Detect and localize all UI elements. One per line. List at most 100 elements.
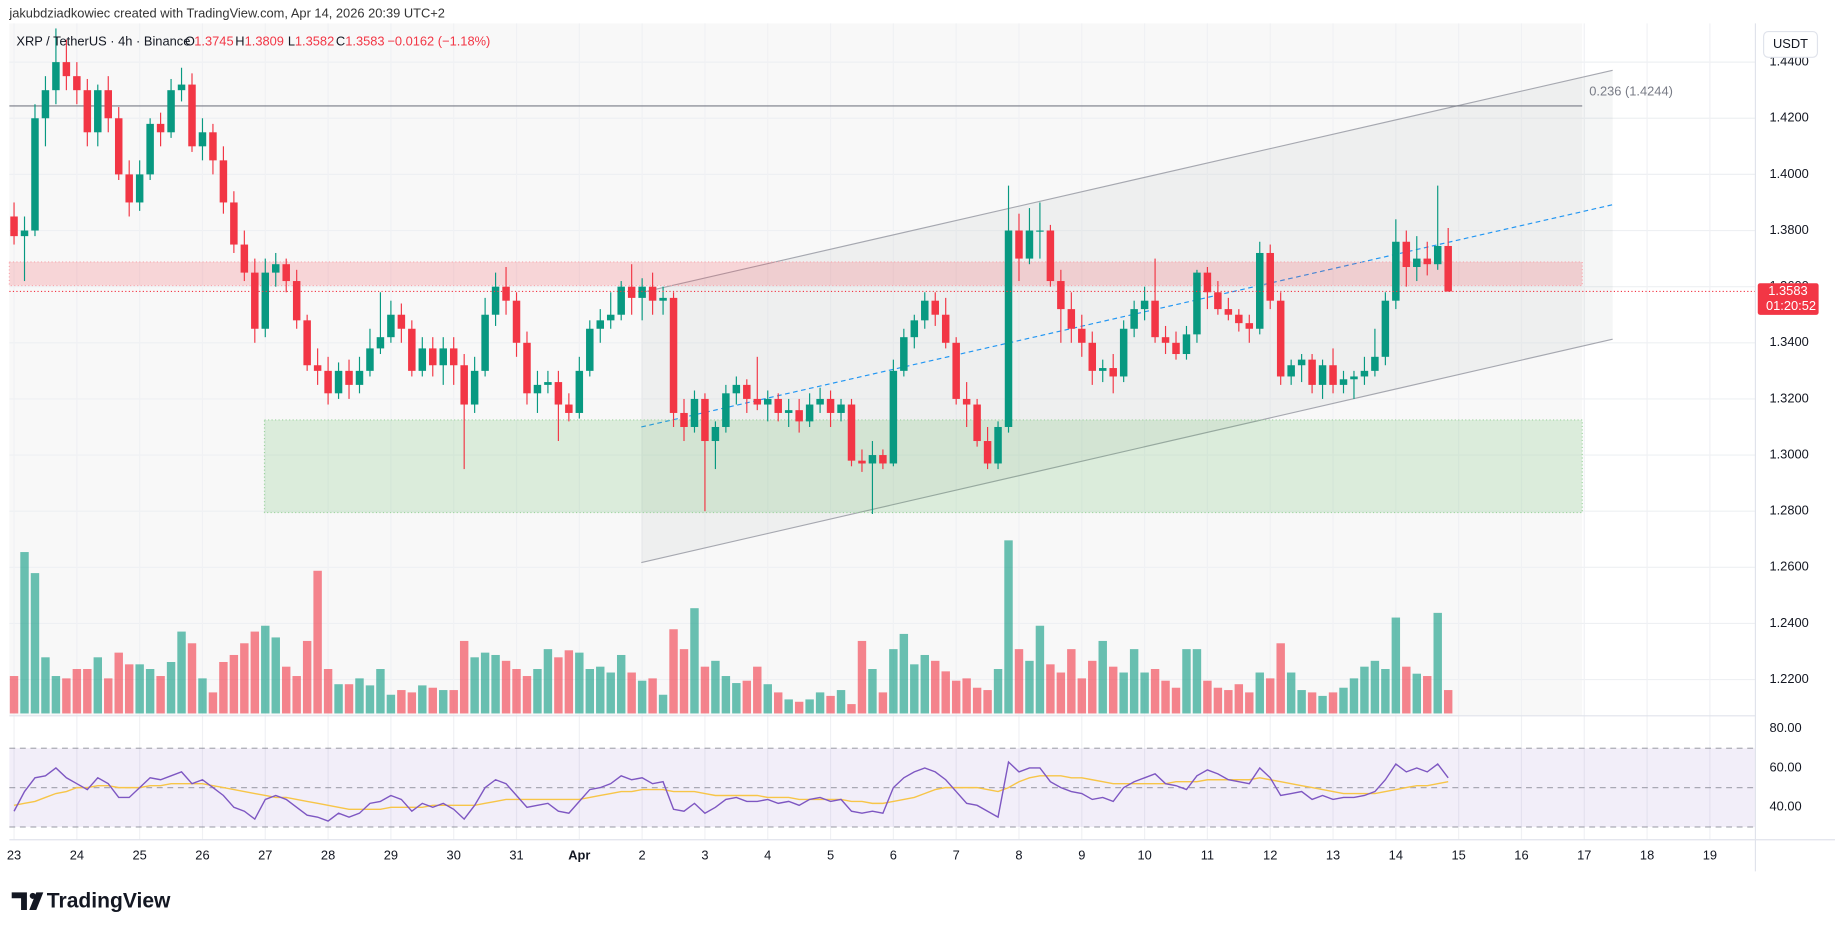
volume-bar [208,692,218,714]
volume-bar [1297,690,1306,714]
x-tick-label: 9 [1078,848,1085,863]
candle-body [627,286,636,298]
ohlc-value: 1.3583 [345,33,384,48]
candle-body [1109,368,1117,377]
volume-bar [711,660,720,714]
candle-body [512,300,521,343]
volume-bar [606,672,615,714]
candle-body [680,412,688,427]
volume-bar [459,640,469,714]
candle-body [1276,300,1285,377]
logo-dot [29,892,36,899]
candle-body [376,337,385,349]
fib-label: 0.236 (1.4244) [1589,83,1673,98]
volume-bar [658,694,668,714]
candle-body [638,286,646,298]
volume-bar [240,643,249,714]
candle-body [1015,230,1023,259]
candle-body [1245,323,1254,329]
volume-bar [826,695,835,714]
y-tick-label: 1.2800 [1769,503,1808,518]
volume-bar [1108,666,1118,714]
volume-bar [418,685,427,714]
currency-box[interactable] [1763,30,1819,58]
candle-body [900,337,908,371]
volume-bar [344,684,354,714]
x-tick-label: 11 [1201,848,1214,863]
volume-bar [1349,678,1359,714]
x-tick-label: 17 [1577,848,1591,863]
volume-bar [334,684,343,714]
candle-body [1025,230,1034,259]
candle-body [1318,365,1327,385]
candle-body [795,410,803,422]
candle-body [481,314,489,371]
volume-bar [868,669,877,714]
candle-body [1308,359,1316,385]
candle-body [774,398,782,413]
candle-body [1329,365,1337,385]
volume-bar [1192,649,1202,714]
volume-bar [1067,649,1076,714]
candle-body [1098,368,1107,371]
candle-body [303,320,311,366]
candle-body [52,62,60,91]
candle-body [1151,300,1159,338]
candle-body [397,314,406,329]
candle-body [94,90,102,133]
candle-body [533,384,542,394]
candles [10,28,1452,514]
x-tick-label: 5 [827,848,834,863]
candle-body [491,286,500,315]
candle-body [659,297,667,301]
candle-body [1339,379,1348,385]
volume-bar [30,573,40,714]
x-tick-label: 8 [1015,848,1022,863]
candle-body [366,348,374,371]
volume-bar [1088,660,1097,714]
candle-body [1214,292,1222,310]
candle-body [847,404,856,461]
ohlc-value: 1.3582 [295,33,334,48]
volume-bar [501,660,511,714]
volume-bar [847,704,856,714]
volume-bar [1025,660,1034,714]
volume-bar [1255,672,1264,714]
volume-bar [292,676,301,714]
candle-body [690,398,699,427]
volume-bar [282,666,291,714]
volume-bar [1360,666,1369,714]
candle-body [345,370,353,385]
x-tick-label: Apr [568,848,590,863]
volume-bar [219,661,228,714]
candle-body [324,370,332,394]
volume-bar [669,629,678,714]
volume-bar [104,678,113,714]
volume-bar [679,649,689,714]
candle-body [125,174,133,203]
channel-mid-line [641,204,1613,428]
rsi-line [13,760,1449,822]
candle-body [313,365,322,371]
volume-bar [1203,680,1212,714]
volume-bar [83,669,92,714]
volume-bar [753,666,762,714]
volume-bar [124,664,134,714]
volume-bar [857,640,867,714]
volume-bar [920,654,929,714]
volume-bar [878,692,888,714]
x-tick-label: 13 [1326,848,1340,863]
currency[interactable]: USDT [1773,36,1808,51]
volume-bar [1056,672,1066,714]
candle-body [73,76,81,91]
last-price: 1.3583 [1768,283,1807,298]
x-tick-label: 29 [384,848,398,863]
candle-body [10,216,18,237]
volume-bar [910,664,919,714]
volume-bar [575,652,584,714]
candle-body [1402,241,1411,268]
x-tick-label: 3 [701,848,708,863]
axes: 1.44001.42001.40001.38001.36001.34001.32… [7,54,1819,863]
volume-bar [763,684,772,714]
